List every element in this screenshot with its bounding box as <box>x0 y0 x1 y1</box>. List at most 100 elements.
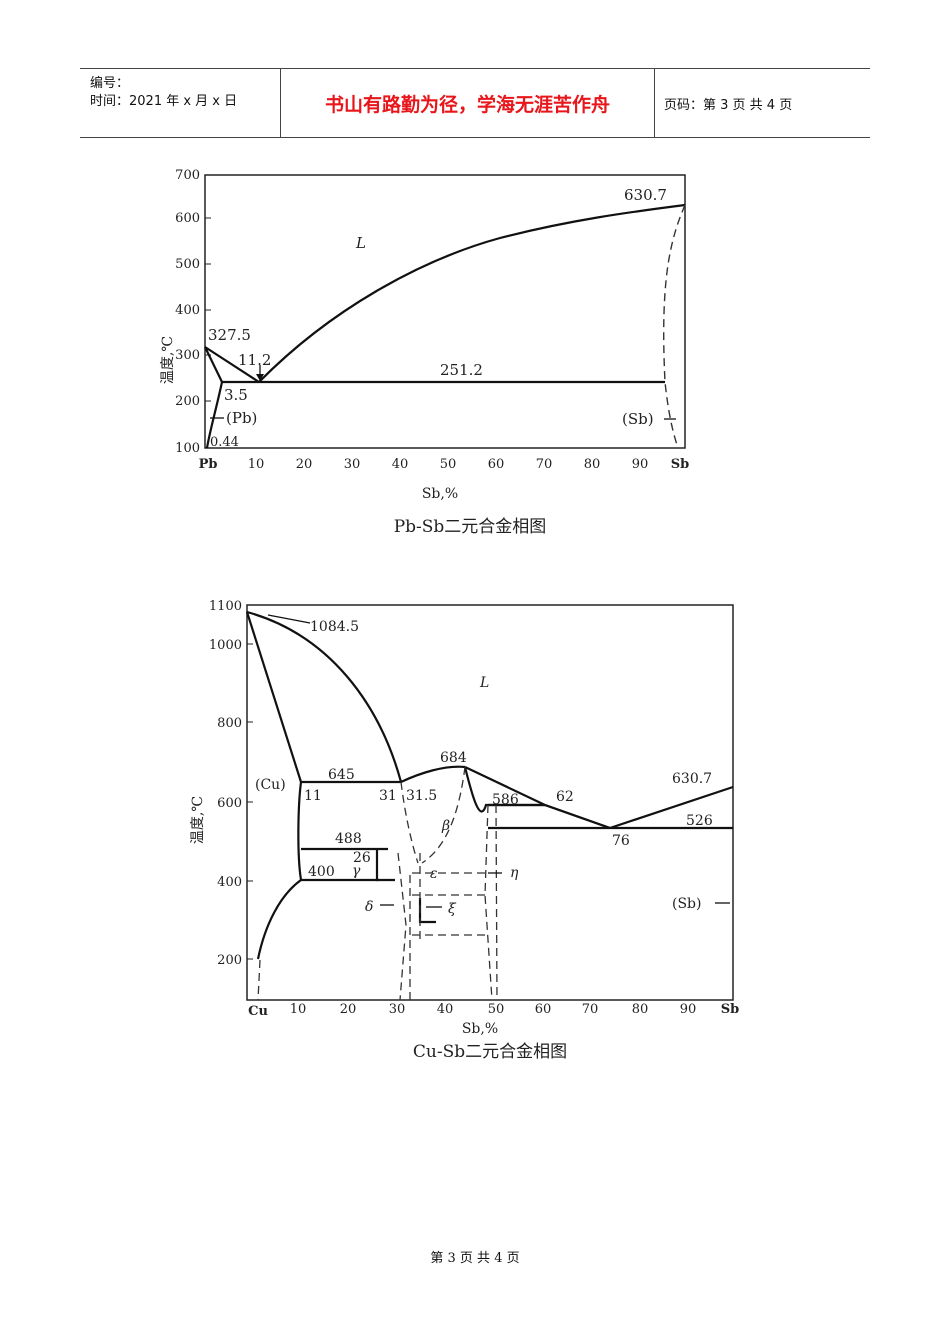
pbsb-solidus <box>204 346 223 383</box>
cusb-diagram: 1100 1000 800 600 400 200 Cu 10 20 30 40… <box>180 595 760 1075</box>
header-page-info: 页码：第 3 页 共 4 页 <box>664 97 793 113</box>
header-meta: 编号： 时间：2021 年 x 月 x 日 <box>80 69 280 143</box>
pbsb-xtick: 10 <box>248 457 265 472</box>
cusb-delta-dash <box>397 852 407 1001</box>
cusb-solidus-cu <box>245 611 303 783</box>
pbsb-y-ticks: 700 600 500 400 300 200 100 <box>175 168 211 456</box>
cusb-t645: 645 <box>328 767 355 783</box>
cusb-sb-phase: (Sb) <box>672 896 701 912</box>
cusb-ytick: 600 <box>217 796 242 811</box>
cusb-xtick: 30 <box>389 1002 406 1017</box>
cusb-dashed-lines <box>257 766 498 1001</box>
cusb-beta-left-dash <box>400 781 419 864</box>
cusb-caption: Cu-Sb二元合金相图 <box>413 1042 567 1062</box>
cusb-t400: 400 <box>308 864 335 880</box>
cusb-eta-right-dash <box>495 804 498 1001</box>
cusb-xtick: 70 <box>582 1002 599 1017</box>
pbsb-xtick: 60 <box>488 457 505 472</box>
cusb-c76: 76 <box>612 833 630 849</box>
cusb-xtick: 20 <box>340 1002 357 1017</box>
cusb-c31-5: 31.5 <box>406 788 437 804</box>
cusb-xtick: 80 <box>632 1002 649 1017</box>
pbsb-arrow-head <box>256 374 264 381</box>
cusb-c31: 31 <box>379 788 397 804</box>
pbsb-ytick: 500 <box>175 257 200 272</box>
cusb-ytick: 400 <box>217 875 242 890</box>
pbsb-ytick: 100 <box>175 441 200 456</box>
cusb-xlabel: Sb,% <box>462 1021 498 1037</box>
cusb-epsilon: ε <box>430 866 438 882</box>
cusb-xtick: 90 <box>680 1002 697 1017</box>
pbsb-pb-phase: (Pb) <box>226 409 257 427</box>
pbsb-phase-lines <box>204 203 686 449</box>
cusb-liquidus-cu <box>246 610 403 783</box>
cusb-svg: 1100 1000 800 600 400 200 Cu 10 20 30 40… <box>190 599 739 1062</box>
cusb-ylabel: 温度,℃ <box>190 796 206 844</box>
header-motto: 书山有路勤为径，学海无涯苦作舟 <box>280 69 655 137</box>
cusb-beta: β <box>441 818 450 834</box>
cusb-t488: 488 <box>335 831 362 847</box>
cusb-liquidus-sb-right <box>609 785 734 830</box>
code-label: 编号： <box>90 76 130 91</box>
cusb-586-slope <box>544 803 611 830</box>
pbsb-diagram: 700 600 500 400 300 200 100 Pb 10 20 30 … <box>140 160 700 550</box>
cusb-ytick: 1100 <box>209 599 242 614</box>
pbsb-xtick: 20 <box>296 457 313 472</box>
cusb-arrows <box>267 614 730 908</box>
pbsb-xtick: 80 <box>584 457 601 472</box>
pbsb-ytick: 200 <box>175 394 200 409</box>
pbsb-sb-solvus <box>663 204 686 449</box>
cusb-labels: L 1084.5 (Cu) 645 11 31 31.5 684 586 62 … <box>255 619 713 917</box>
cusb-c26: 26 <box>353 850 371 866</box>
cusb-xtick: 50 <box>488 1002 505 1017</box>
cusb-ytick: 800 <box>217 716 242 731</box>
pbsb-ytick: 300 <box>175 348 200 363</box>
pbsb-x-ticks: Pb 10 20 30 40 50 60 70 80 90 Sb <box>199 457 690 472</box>
cusb-cu-bottom-dash <box>257 959 261 1001</box>
cusb-cu-melt: 1084.5 <box>310 619 359 635</box>
pbsb-liquid-label: L <box>355 234 366 252</box>
cusb-liquidus-sb-left <box>464 766 611 830</box>
cusb-gamma: γ <box>352 863 361 879</box>
pbsb-sb-phase: (Sb) <box>622 410 654 428</box>
pbsb-sb-melt: 630.7 <box>624 186 667 204</box>
pbsb-caption: Pb-Sb二元合金相图 <box>394 517 547 537</box>
time-label: 时间：2021 年 x 月 x 日 <box>90 94 238 109</box>
cusb-xtick: 10 <box>290 1002 307 1017</box>
pbsb-xtick: 70 <box>536 457 553 472</box>
pbsb-solvus <box>205 381 224 449</box>
cusb-beta-right-dash <box>421 766 466 864</box>
pbsb-x-start: Pb <box>199 457 218 472</box>
pbsb-liquidus-left <box>204 346 260 383</box>
pbsb-eutectic-comp: 11.2 <box>238 351 271 369</box>
pbsb-svg: 700 600 500 400 300 200 100 Pb 10 20 30 … <box>160 168 690 537</box>
cusb-x-ticks: Cu 10 20 30 40 50 60 70 80 90 Sb <box>248 1002 739 1019</box>
cusb-cu-phase: (Cu) <box>255 777 286 793</box>
pbsb-liquidus-right <box>258 203 686 383</box>
cusb-phase-lines <box>245 610 734 960</box>
cusb-sb-melt: 630.7 <box>672 771 712 787</box>
cusb-liquidus-beta <box>400 765 466 783</box>
cusb-delta: δ <box>365 899 373 915</box>
pbsb-x-end: Sb <box>671 457 689 472</box>
pbsb-pb-melt: 327.5 <box>208 326 251 344</box>
cusb-xtick: 40 <box>437 1002 454 1017</box>
cusb-liquid-label: L <box>479 675 489 691</box>
pbsb-eutectic-temp: 251.2 <box>440 361 483 379</box>
cusb-cu-melt-arrow <box>267 614 311 624</box>
cusb-x-start: Cu <box>248 1004 268 1019</box>
cusb-xi-box <box>418 898 436 924</box>
page-footer: 第 3 页 共 4 页 <box>430 1251 520 1266</box>
pbsb-frame <box>204 174 686 449</box>
cusb-eta: η <box>510 865 519 881</box>
cusb-x-end: Sb <box>721 1002 739 1017</box>
pbsb-ytick: 400 <box>175 303 200 318</box>
cusb-gamma-box <box>375 849 395 882</box>
pbsb-labels: L 630.7 327.5 11.2 251.2 3.5 (Pb) 0.44 (… <box>208 186 667 450</box>
cusb-cu-lower-solvus <box>256 879 302 960</box>
pbsb-low-solubility: 0.44 <box>210 435 239 450</box>
pbsb-xtick: 40 <box>392 457 409 472</box>
pbsb-ytick: 700 <box>175 168 200 183</box>
cusb-ytick: 200 <box>217 953 242 968</box>
cusb-586-line <box>463 766 545 813</box>
